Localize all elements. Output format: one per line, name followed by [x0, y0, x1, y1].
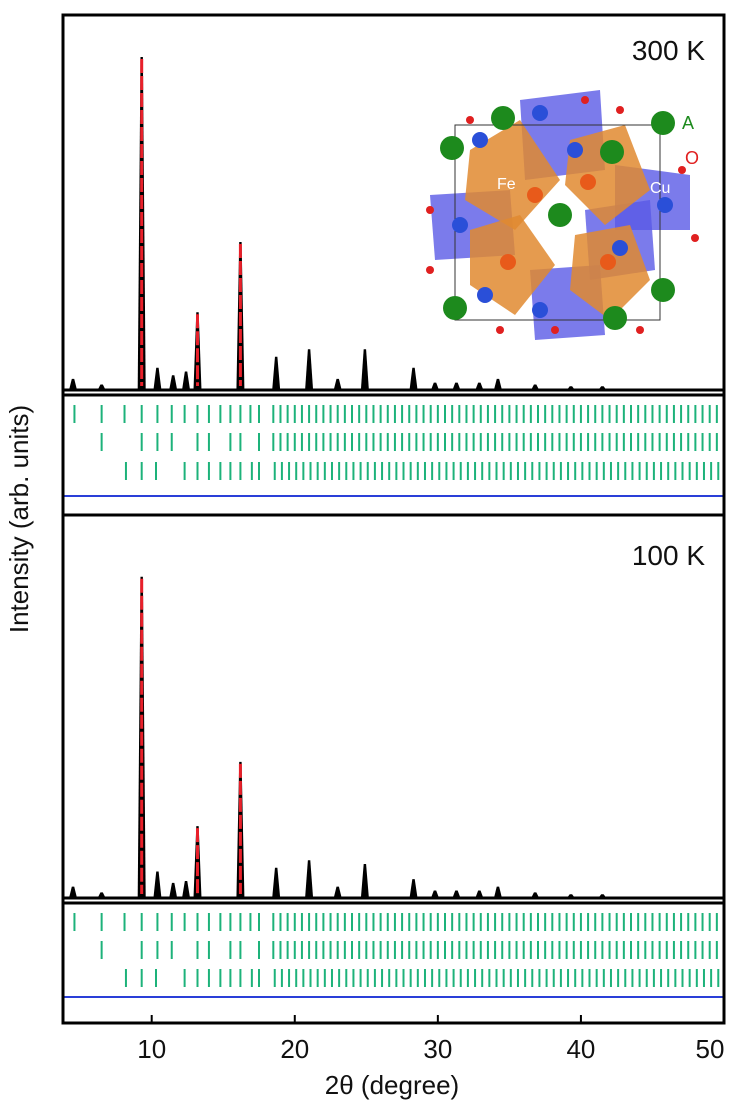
observed-peak: [69, 378, 78, 390]
panel-label: 100 K: [632, 540, 705, 571]
x-tick-label: 20: [280, 1034, 309, 1064]
observed-peak: [182, 880, 191, 898]
observed-peak: [598, 386, 607, 390]
x-tick-label: 30: [423, 1034, 452, 1064]
observed-peak: [493, 886, 502, 898]
x-tick-label: 10: [137, 1034, 166, 1064]
observed-peak: [153, 367, 162, 390]
observed-peak: [169, 375, 178, 390]
observed-peak: [305, 349, 314, 390]
x-axis-label: 2θ (degree): [325, 1070, 459, 1100]
inset-structure: A O Fe Cu: [426, 90, 699, 340]
observed-peak: [531, 384, 540, 390]
observed-peak: [193, 826, 202, 898]
x-tick-label: 50: [696, 1034, 725, 1064]
observed-peak: [360, 863, 369, 898]
observed-peak: [430, 382, 439, 390]
inset-label: Cu: [650, 180, 670, 197]
observed-peak: [452, 382, 461, 390]
y-axis-label: Intensity (arb. units): [4, 405, 34, 633]
observed-peak: [169, 882, 178, 898]
x-tick-label: 40: [566, 1034, 595, 1064]
panel-label: 300 K: [632, 35, 705, 66]
observed-peak: [409, 879, 418, 898]
observed-peak: [475, 890, 484, 898]
observed-peak: [182, 371, 191, 390]
plot-frame: [61, 13, 726, 1025]
observed-peak: [236, 761, 245, 898]
observed-peak: [69, 886, 78, 898]
observed-peak: [409, 367, 418, 390]
observed-peak: [475, 382, 484, 390]
observed-peak: [97, 892, 106, 898]
inset-label: O: [685, 148, 699, 168]
inset-label: A: [682, 113, 694, 133]
observed-peak: [531, 892, 540, 898]
observed-peak: [598, 894, 607, 898]
inset-label: Fe: [497, 176, 516, 193]
observed-peak: [333, 886, 342, 898]
observed-peak: [566, 386, 575, 390]
observed-peak: [493, 378, 502, 390]
observed-peak: [97, 384, 106, 390]
observed-peak: [360, 349, 369, 390]
observed-peak: [153, 871, 162, 898]
observed-peak: [272, 867, 281, 898]
observed-peak: [430, 890, 439, 898]
observed-peak: [566, 894, 575, 898]
observed-peak: [333, 378, 342, 390]
observed-peak: [305, 860, 314, 898]
observed-peak: [452, 890, 461, 898]
observed-peak: [272, 356, 281, 390]
